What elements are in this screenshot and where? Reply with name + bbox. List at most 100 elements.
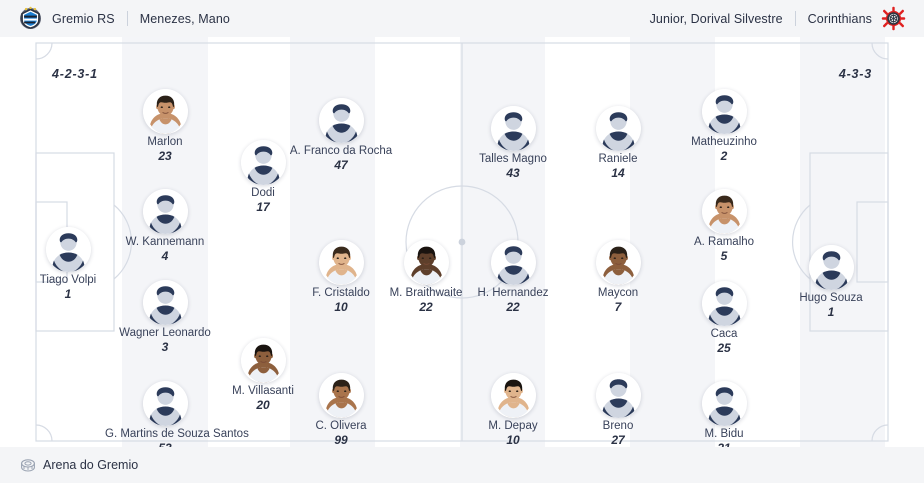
player-number: 1 <box>827 305 835 319</box>
venue-name: Arena do Gremio <box>43 458 139 472</box>
player-avatar[interactable] <box>701 89 747 134</box>
player-avatar[interactable] <box>490 240 536 285</box>
player-card[interactable]: A. Ramalho 5 <box>664 189 784 263</box>
player-name: M. Villasanti <box>232 385 294 397</box>
lineup-header: Gremio RS Menezes, Mano Junior, Dorival … <box>0 0 924 37</box>
player-card[interactable]: Caca 25 <box>664 281 784 355</box>
player-name: Hugo Souza <box>799 292 863 304</box>
player-avatar[interactable] <box>142 280 188 325</box>
player-avatar[interactable] <box>318 373 364 418</box>
player-avatar[interactable] <box>318 98 364 143</box>
gremio-crest-icon <box>18 6 43 31</box>
player-avatar[interactable] <box>490 106 536 151</box>
player-number: 7 <box>614 300 622 314</box>
player-avatar[interactable] <box>595 373 641 418</box>
player-avatar[interactable] <box>240 140 286 185</box>
player-avatar[interactable] <box>318 240 364 285</box>
player-number: 47 <box>334 158 348 172</box>
player-number: 5 <box>720 249 728 263</box>
player-number: 22 <box>506 300 520 314</box>
home-coach-name: Menezes, Mano <box>139 11 230 26</box>
player-number: 99 <box>334 433 348 447</box>
player-number: 3 <box>161 340 169 354</box>
player-number: 2 <box>720 149 728 163</box>
player-name: F. Cristaldo <box>312 287 370 299</box>
player-card[interactable]: Wagner Leonardo 3 <box>105 280 225 354</box>
stadium-icon <box>20 457 36 473</box>
player-name: Maycon <box>597 287 639 299</box>
player-number: 53 <box>105 442 225 448</box>
player-avatar[interactable] <box>45 227 91 272</box>
player-avatar[interactable] <box>595 240 641 285</box>
player-name: A. Franco da Rocha <box>289 145 393 157</box>
player-number: 25 <box>717 341 731 355</box>
player-name: Wagner Leonardo <box>119 327 211 339</box>
away-coach-name: Junior, Dorival Silvestre <box>649 11 783 26</box>
player-number: 4 <box>161 249 169 263</box>
player-card[interactable]: A. Franco da Rocha 47 <box>281 98 401 172</box>
player-card[interactable]: M. Villasanti 20 <box>203 338 323 412</box>
player-name: Matheuzinho <box>691 136 757 148</box>
player-avatar[interactable] <box>142 381 188 426</box>
player-card[interactable]: Tiago Volpi 1 <box>8 227 128 301</box>
header-divider-home <box>126 11 128 26</box>
player-number: 22 <box>419 300 433 314</box>
lineup-footer: Arena do Gremio <box>0 447 924 483</box>
player-name: W. Kannemann <box>125 236 205 248</box>
player-card[interactable]: H. Hernandez 22 <box>453 240 573 314</box>
player-name: C. Olivera <box>315 420 367 432</box>
player-name: Raniele <box>598 153 638 165</box>
player-avatar[interactable] <box>142 89 188 134</box>
player-avatar[interactable] <box>490 373 536 418</box>
home-team-header[interactable]: Gremio RS Menezes, Mano <box>18 6 230 31</box>
player-avatar[interactable] <box>701 189 747 234</box>
player-card[interactable]: M. Braithwaite 22 <box>366 240 486 314</box>
player-card[interactable]: Maycon 7 <box>558 240 678 314</box>
player-avatar[interactable] <box>701 281 747 326</box>
player-card[interactable]: Raniele 14 <box>558 106 678 180</box>
player-avatar[interactable] <box>808 245 854 290</box>
player-card[interactable]: Dodi 17 <box>203 140 323 214</box>
home-team-name: Gremio RS <box>52 11 115 26</box>
player-number: 10 <box>506 433 520 447</box>
player-number: 17 <box>256 200 270 214</box>
player-number: 23 <box>158 149 172 163</box>
home-formation: 4-2-3-1 <box>52 67 98 81</box>
pitch: 4-2-3-1 4-3-3 Tiago Volpi 1 W. Kannemann… <box>0 37 924 447</box>
player-card[interactable]: W. Kannemann 4 <box>105 189 225 263</box>
player-card[interactable]: Talles Magno 43 <box>453 106 573 180</box>
player-number: 1 <box>64 287 72 301</box>
player-card[interactable]: M. Bidu 21 <box>664 381 784 447</box>
player-name: Dodi <box>251 187 275 199</box>
player-card[interactable]: Hugo Souza 1 <box>771 245 891 319</box>
player-name: Breno <box>602 420 634 432</box>
player-avatar[interactable] <box>403 240 449 285</box>
player-avatar[interactable] <box>595 106 641 151</box>
player-card[interactable]: F. Cristaldo 10 <box>281 240 401 314</box>
player-number: 27 <box>611 433 625 447</box>
player-card[interactable]: Marlon 23 <box>105 89 225 163</box>
away-team-name: Corinthians <box>807 11 872 26</box>
player-name: M. Braithwaite <box>389 287 463 299</box>
player-card[interactable]: Matheuzinho 2 <box>664 89 784 163</box>
player-avatar[interactable] <box>701 381 747 426</box>
player-number: 43 <box>506 166 520 180</box>
player-card[interactable]: Breno 27 <box>558 373 678 447</box>
player-name: Marlon <box>147 136 183 148</box>
player-avatar[interactable] <box>142 189 188 234</box>
player-name: Tiago Volpi <box>39 274 97 286</box>
player-number: 14 <box>611 166 625 180</box>
player-card[interactable]: C. Olivera 99 <box>281 373 401 447</box>
player-card[interactable]: M. Depay 10 <box>453 373 573 447</box>
player-card[interactable]: G. Martins de Souza Santos 53 <box>105 381 249 448</box>
player-name: G. Martins de Souza Santos <box>105 428 249 440</box>
player-name: M. Bidu <box>704 428 744 440</box>
player-name: Talles Magno <box>479 153 547 165</box>
player-name: M. Depay <box>488 420 538 432</box>
player-number: 10 <box>334 300 348 314</box>
header-divider-away <box>794 11 796 26</box>
corinthians-crest-icon <box>881 6 906 31</box>
away-team-header[interactable]: Junior, Dorival Silvestre Corinthians <box>650 6 906 31</box>
player-number: 21 <box>664 442 784 448</box>
player-avatar[interactable] <box>240 338 286 383</box>
